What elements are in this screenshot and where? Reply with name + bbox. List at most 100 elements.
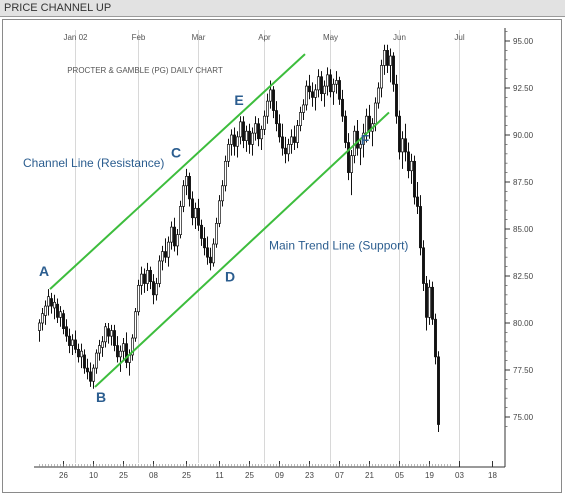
candle-body bbox=[257, 123, 260, 140]
candle-body bbox=[299, 112, 302, 126]
candle-body bbox=[266, 100, 269, 117]
candle-body bbox=[149, 270, 152, 282]
candle-body bbox=[239, 121, 242, 138]
candle-body bbox=[167, 241, 170, 258]
month-label: Feb bbox=[132, 33, 146, 42]
candle-body bbox=[293, 136, 296, 143]
candle-body bbox=[191, 198, 194, 219]
panel-title: PRICE CHANNEL UP bbox=[0, 0, 565, 17]
candle-body bbox=[158, 260, 161, 284]
y-tick-label: 95.00 bbox=[513, 37, 534, 46]
candle-body bbox=[155, 283, 158, 296]
month-label: May bbox=[323, 33, 338, 42]
candle-body bbox=[437, 356, 440, 425]
candle-body bbox=[434, 318, 437, 358]
candle-body bbox=[44, 305, 47, 316]
annotation-label: Main Trend Line (Support) bbox=[269, 239, 408, 253]
month-label: Jun bbox=[393, 33, 406, 42]
candle-body bbox=[134, 311, 137, 339]
candle-body bbox=[311, 91, 314, 98]
candle-body bbox=[101, 341, 104, 348]
y-tick-label: 92.50 bbox=[513, 84, 534, 93]
candle-body bbox=[206, 247, 209, 258]
candle-body bbox=[107, 328, 110, 337]
month-label: Jul bbox=[454, 33, 464, 42]
candle-body bbox=[416, 196, 419, 207]
candle-body bbox=[341, 98, 344, 117]
candle-body bbox=[419, 206, 422, 249]
candle-body bbox=[161, 251, 164, 262]
candle-body bbox=[212, 243, 215, 264]
x-tick-label: 21 bbox=[365, 471, 374, 480]
candle-body bbox=[38, 322, 41, 331]
candle-body bbox=[62, 313, 65, 329]
candle-body bbox=[386, 50, 389, 66]
candle-body bbox=[374, 102, 377, 125]
candle-body bbox=[137, 285, 140, 313]
chart-title: PROCTER & GAMBLE (PG) DAILY CHART bbox=[67, 66, 223, 75]
candle-body bbox=[350, 155, 353, 173]
candle-body bbox=[77, 348, 80, 358]
x-tick-label: 11 bbox=[215, 471, 224, 480]
candle-body bbox=[281, 136, 284, 149]
candle-body bbox=[119, 350, 122, 358]
candle-body bbox=[314, 89, 317, 98]
candle-body bbox=[74, 339, 77, 350]
candle-body bbox=[209, 256, 212, 264]
candle-body bbox=[236, 136, 239, 147]
candle-body bbox=[317, 76, 320, 91]
candle-body bbox=[218, 200, 221, 224]
candle-body bbox=[425, 283, 428, 318]
candle-body bbox=[254, 123, 257, 134]
candle-body bbox=[395, 83, 398, 117]
candle-body bbox=[221, 185, 224, 202]
candle-body bbox=[116, 345, 119, 358]
month-label: Apr bbox=[258, 33, 271, 42]
candle-body bbox=[41, 313, 44, 324]
trend-line bbox=[94, 111, 390, 388]
candle-body bbox=[173, 226, 176, 247]
candle-body bbox=[362, 132, 365, 145]
candle-body bbox=[251, 132, 254, 145]
candle-body bbox=[245, 130, 248, 141]
candle-body bbox=[392, 55, 395, 85]
candle-body bbox=[194, 207, 197, 219]
candle-body bbox=[146, 270, 149, 284]
candle-body bbox=[287, 144, 290, 155]
candle-body bbox=[131, 337, 134, 356]
candle-body bbox=[383, 50, 386, 66]
x-tick-label: 26 bbox=[59, 471, 68, 480]
candle-body bbox=[329, 74, 332, 93]
candle-body bbox=[398, 115, 401, 153]
candle-body bbox=[431, 286, 434, 320]
point-label: D bbox=[225, 269, 235, 285]
candle-body bbox=[197, 207, 200, 226]
candle-body bbox=[305, 85, 308, 106]
candle-body bbox=[332, 83, 335, 93]
x-tick-label: 25 bbox=[182, 471, 191, 480]
candle-body bbox=[296, 125, 299, 143]
y-tick-label: 85.00 bbox=[513, 225, 534, 234]
candle-body bbox=[95, 352, 98, 369]
candle-body bbox=[104, 326, 107, 343]
candle-body bbox=[404, 138, 407, 153]
candle-body bbox=[335, 80, 338, 85]
x-tick-label: 23 bbox=[305, 471, 314, 480]
candle-body bbox=[389, 55, 392, 66]
candle-body bbox=[242, 121, 245, 141]
annotation-label: Channel Line (Resistance) bbox=[23, 156, 164, 170]
candle-body bbox=[65, 326, 68, 337]
x-tick-label: 07 bbox=[335, 471, 344, 480]
candle-body bbox=[59, 311, 62, 318]
candle-body bbox=[71, 339, 74, 346]
candle-body bbox=[176, 234, 179, 247]
month-label: Mar bbox=[192, 33, 206, 42]
candle-body bbox=[269, 89, 272, 102]
point-label: F bbox=[361, 131, 370, 147]
trend-line bbox=[49, 53, 306, 290]
candle-body bbox=[278, 123, 281, 138]
candle-body bbox=[68, 335, 71, 346]
candle-body bbox=[92, 367, 95, 382]
candle-body bbox=[185, 176, 188, 187]
